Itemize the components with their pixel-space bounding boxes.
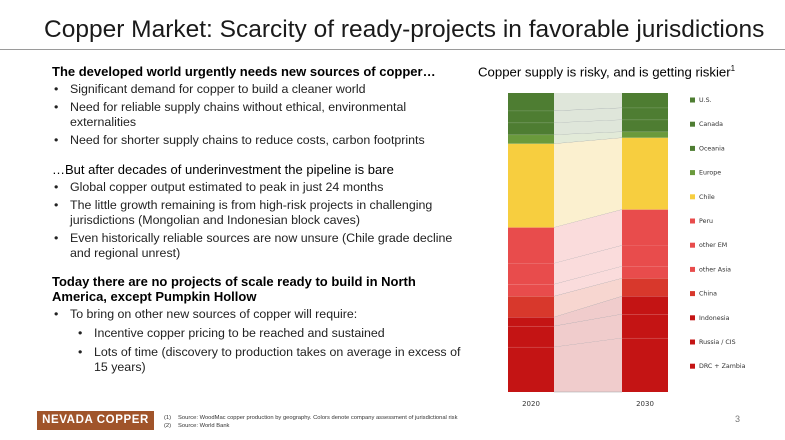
x-tick-label: 2020 <box>522 400 540 408</box>
footnote-number: (2) <box>164 423 172 429</box>
band-china <box>554 278 622 318</box>
legend-swatch <box>690 363 695 369</box>
bar-segment-2020-canada <box>508 110 554 123</box>
bar-segment-2030-u-s- <box>622 93 668 108</box>
legend-label: Europe <box>699 170 721 177</box>
section2-bullet: Global copper output estimated to peak i… <box>52 180 462 195</box>
legend-label: Canada <box>699 121 723 128</box>
legend-swatch <box>690 315 695 321</box>
bar-segment-2030-china <box>622 278 668 297</box>
section3-bullet: To bring on other new sources of copper … <box>52 307 462 322</box>
legend-swatch <box>690 194 695 200</box>
legend-label: Peru <box>699 218 713 225</box>
left-text-column: The developed world urgently needs new s… <box>52 64 462 375</box>
footnote: (2) Source: World Bank <box>164 422 457 430</box>
legend-swatch <box>690 242 695 248</box>
footnote-text: Source: World Bank <box>178 423 230 429</box>
legend-swatch <box>690 339 695 345</box>
section2-heading: …But after decades of underinvestment th… <box>52 162 394 177</box>
legend-label: China <box>699 291 717 298</box>
band-divider-line <box>553 119 623 124</box>
bar-segment-2020-other-asia <box>508 284 554 297</box>
band-oceania <box>554 119 622 135</box>
bar-segment-2020-other-em <box>508 263 554 285</box>
legend-swatch <box>690 121 695 127</box>
band-divider-line <box>553 131 623 136</box>
legend-swatch <box>690 266 695 272</box>
footnote: (1) Source: WoodMac copper production by … <box>164 414 457 422</box>
legend-swatch <box>690 97 695 103</box>
band-europe <box>554 131 622 144</box>
footnotes: (1) Source: WoodMac copper production by … <box>164 414 457 430</box>
legend-label: Indonesia <box>699 315 730 322</box>
bar-segment-2030-other-asia <box>622 266 668 279</box>
bar-segment-2020-russia-cis <box>508 326 554 348</box>
bar-segment-2030-europe <box>622 131 668 138</box>
section1-bullet: Need for shorter supply chains to reduce… <box>52 133 462 148</box>
band-other-asia <box>554 266 622 297</box>
bar-segment-2020-chile <box>508 143 554 228</box>
band-divider-line <box>553 107 623 112</box>
bar-segment-2030-chile <box>622 137 668 210</box>
bar-segment-2030-indonesia <box>622 296 668 315</box>
bar-segment-2020-u-s- <box>508 93 554 111</box>
footnote-text: Source: WoodMac copper production by geo… <box>178 415 458 421</box>
band-indonesia <box>554 296 622 327</box>
band-canada <box>554 107 622 123</box>
legend-swatch <box>690 170 695 176</box>
chart-heading-text: Copper supply is risky, and is getting r… <box>478 64 731 80</box>
section1-heading: The developed world urgently needs new s… <box>52 64 436 79</box>
chart-heading-footnote-ref: 1 <box>730 64 736 73</box>
bar-segment-2030-canada <box>622 107 668 120</box>
section2-bullet: Even historically reliable sources are n… <box>52 231 462 261</box>
bar-segment-2020-oceania <box>508 122 554 135</box>
legend-label: DRC + Zambia <box>699 363 746 370</box>
nevada-copper-logo: NEVADA COPPER <box>37 411 154 430</box>
bar-segment-2020-indonesia <box>508 317 554 327</box>
bar-segment-2020-europe <box>508 134 554 144</box>
band-u-s- <box>554 93 622 111</box>
bar-segment-2020-drc-zambia <box>508 347 554 392</box>
section2-bullet: The little growth remaining is from high… <box>52 198 462 228</box>
legend-swatch <box>690 145 695 151</box>
bar-segment-2030-oceania <box>622 119 668 132</box>
bar-segment-2030-russia-cis <box>622 314 668 339</box>
section2-bullets: Global copper output estimated to peak i… <box>52 180 462 261</box>
bar-segment-2030-peru <box>622 209 668 246</box>
section1-bullet: Need for reliable supply chains without … <box>52 100 462 130</box>
footnote-number: (1) <box>164 415 172 421</box>
legend-label: other Asia <box>699 266 731 273</box>
band-other-em <box>554 245 622 285</box>
section3-subbullet: Incentive copper pricing to be reached a… <box>52 326 462 341</box>
band-divider-line <box>553 314 623 327</box>
legend-label: Chile <box>699 194 715 201</box>
band-divider-line <box>553 137 623 145</box>
section1-bullet: Significant demand for copper to build a… <box>52 82 462 97</box>
section3-subbullet: Lots of time (discovery to production ta… <box>52 345 462 375</box>
bar-segment-2030-other-em <box>622 245 668 267</box>
bar-segment-2020-peru <box>508 227 554 264</box>
chart-heading: Copper supply is risky, and is getting r… <box>478 64 735 79</box>
bar-segment-2020-china <box>508 296 554 318</box>
band-chile <box>554 137 622 228</box>
section3-bullets: To bring on other new sources of copper … <box>52 307 462 375</box>
title-divider <box>0 49 785 50</box>
section1-bullets: Significant demand for copper to build a… <box>52 82 462 148</box>
legend-swatch <box>690 218 695 224</box>
page-number: 3 <box>735 414 741 424</box>
legend-swatch <box>690 291 695 297</box>
legend-label: Oceania <box>699 145 725 152</box>
supply-chart: 2020 2030 U.S. Canada Oceania Europe Chile Peru… <box>508 93 746 408</box>
bar-segment-2030-drc-zambia <box>622 338 668 392</box>
legend-label: U.S. <box>699 97 712 104</box>
slide-title: Copper Market: Scarcity of ready-project… <box>44 16 765 43</box>
section3-heading: Today there are no projects of scale rea… <box>52 274 416 304</box>
legend-label: Russia / CIS <box>699 339 736 346</box>
band-russia-cis <box>554 314 622 348</box>
legend-label: other EM <box>699 242 727 249</box>
band-drc-zambia <box>554 338 622 392</box>
x-tick-label: 2030 <box>636 400 654 408</box>
